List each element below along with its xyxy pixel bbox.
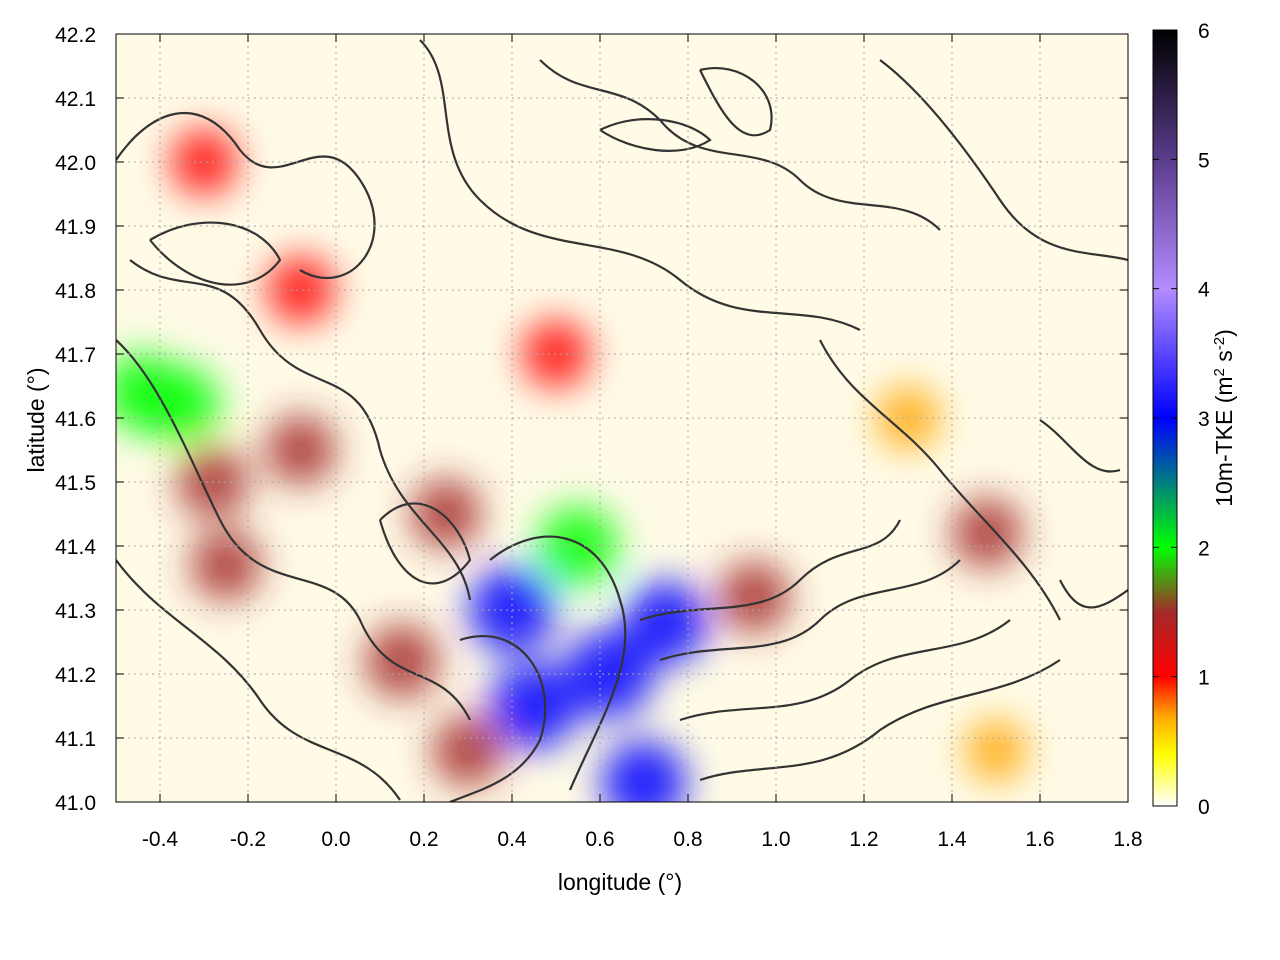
colorbar-tick-label: 2 bbox=[1198, 537, 1210, 560]
heat-spot-6 bbox=[170, 128, 238, 196]
heat-spot-18 bbox=[952, 498, 1023, 569]
heat-spot-1 bbox=[143, 367, 221, 444]
heat-spot-7 bbox=[365, 624, 439, 699]
heat-spot-4 bbox=[265, 414, 336, 486]
y-tick-labels: 41.0 41.1 41.2 41.3 41.4 41.5 41.6 41.7 41.8 41.9… bbox=[55, 24, 96, 815]
heat-spot-16 bbox=[718, 561, 790, 633]
contour-line-17 bbox=[1059, 579, 1128, 609]
contour-line-16 bbox=[1039, 419, 1121, 473]
x-tick-label: 0.0 bbox=[321, 828, 350, 851]
plot-area: -0.4 -0.2 0.0 0.2 0.4 0.6 0.8 1.0 1.2 1.4 1.6 1.8 4… bbox=[55, 24, 1142, 851]
x-tick-label: -0.2 bbox=[230, 828, 266, 851]
y-tick-label: 41.6 bbox=[55, 408, 96, 431]
y-tick-label: 42.2 bbox=[55, 24, 96, 47]
heat-spot-5 bbox=[266, 256, 335, 324]
contour-line-9 bbox=[819, 339, 1061, 621]
y-tick-label: 42.1 bbox=[55, 88, 96, 111]
contour-line-4 bbox=[419, 39, 861, 331]
contour-line-3 bbox=[116, 559, 401, 801]
y-tick-label: 41.2 bbox=[55, 664, 96, 687]
contour-line-13 bbox=[699, 659, 1061, 782]
contour-line-5 bbox=[539, 59, 941, 231]
colorbar-tick-label: 0 bbox=[1198, 796, 1210, 819]
y-tick-label: 41.1 bbox=[55, 728, 96, 751]
contour-line-6 bbox=[599, 118, 712, 152]
contour-line-15 bbox=[449, 634, 547, 802]
x-tick-label: 0.6 bbox=[585, 828, 614, 851]
y-axis-title: latitude (°) bbox=[23, 367, 49, 472]
contour-line-0 bbox=[116, 111, 376, 280]
heat-spot-14 bbox=[601, 740, 687, 802]
colorbar-ticks: 0 1 2 3 4 5 6 bbox=[1153, 20, 1210, 819]
colorbar-tick-label: 1 bbox=[1198, 667, 1210, 690]
x-tick-labels: -0.4 -0.2 0.0 0.2 0.4 0.6 0.8 1.0 1.2 1.4 1.6 1.8 bbox=[142, 828, 1143, 851]
contour-line-14 bbox=[489, 535, 627, 791]
x-tick-label: 1.6 bbox=[1025, 828, 1054, 851]
colorbar-tick-label: 5 bbox=[1198, 149, 1210, 172]
terrain-contours bbox=[116, 39, 1128, 802]
axis-ticks bbox=[116, 33, 1129, 803]
heatmap-field bbox=[116, 128, 1027, 802]
heat-spot-3 bbox=[190, 530, 262, 601]
contour-line-11 bbox=[659, 559, 961, 662]
y-tick-label: 41.8 bbox=[55, 280, 96, 303]
y-tick-label: 41.7 bbox=[55, 344, 96, 367]
x-tick-label: 0.4 bbox=[497, 828, 527, 851]
y-tick-label: 41.5 bbox=[55, 472, 96, 495]
contour-line-18 bbox=[378, 502, 472, 585]
heat-spot-20 bbox=[965, 720, 1027, 782]
x-axis-title: longitude (°) bbox=[558, 869, 682, 895]
x-tick-label: 0.8 bbox=[673, 828, 702, 851]
y-tick-label: 41.0 bbox=[55, 792, 96, 815]
y-tick-label: 41.3 bbox=[55, 600, 96, 623]
y-tick-label: 41.9 bbox=[55, 216, 96, 239]
heat-spot-9 bbox=[432, 715, 504, 787]
contour-line-8 bbox=[879, 59, 1128, 262]
heat-spot-11 bbox=[490, 662, 578, 750]
heat-spot-15 bbox=[624, 581, 708, 664]
contour-line-2 bbox=[116, 339, 471, 721]
x-tick-label: 1.2 bbox=[849, 828, 878, 851]
x-tick-label: -0.4 bbox=[142, 828, 179, 851]
x-tick-label: 1.8 bbox=[1113, 828, 1142, 851]
contour-line-1 bbox=[129, 259, 472, 601]
y-tick-label: 41.4 bbox=[55, 536, 96, 559]
y-tick-label: 42.0 bbox=[55, 152, 96, 175]
grid-lines bbox=[116, 34, 1128, 802]
heat-spot-8 bbox=[410, 478, 482, 550]
x-tick-label: 0.2 bbox=[409, 828, 438, 851]
x-tick-label: 1.0 bbox=[761, 828, 790, 851]
colorbar-tick-label: 3 bbox=[1198, 408, 1210, 431]
contour-line-7 bbox=[699, 67, 773, 137]
colorbar-title: 10m-TKE (m2 s-2) bbox=[1211, 329, 1238, 507]
colorbar-tick-label: 4 bbox=[1198, 279, 1210, 302]
contour-line-12 bbox=[679, 619, 1011, 722]
colorbar: 0 1 2 3 4 5 6 10m-TKE (m2 s-2) bbox=[1152, 20, 1238, 819]
x-tick-label: 1.4 bbox=[937, 828, 967, 851]
colorbar-tick-label: 6 bbox=[1198, 20, 1210, 43]
contour-line-19 bbox=[149, 221, 282, 286]
